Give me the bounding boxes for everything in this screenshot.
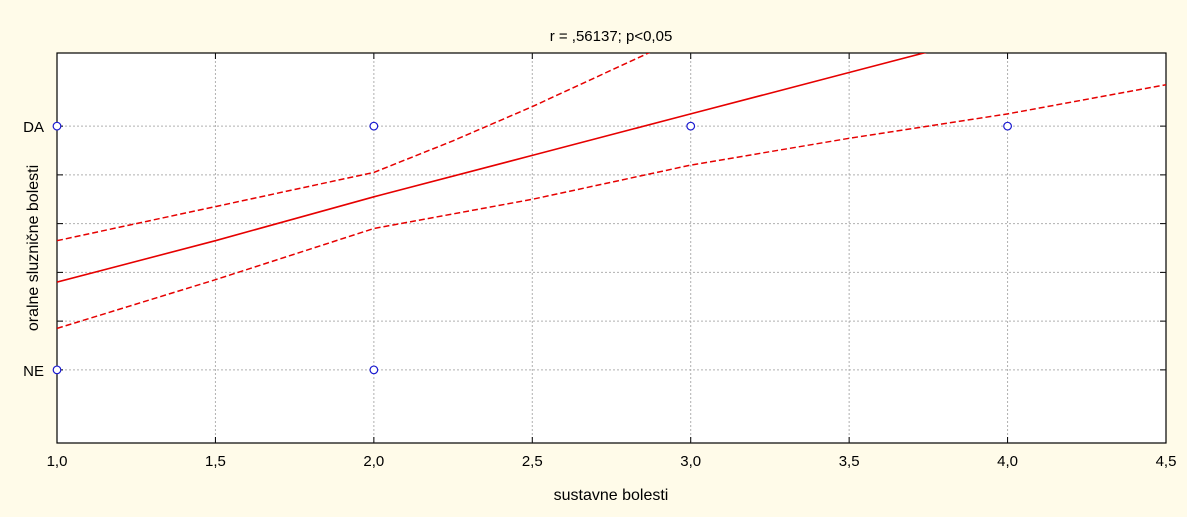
data-point [369, 365, 379, 375]
regression-line [57, 53, 927, 283]
grid-lines [57, 53, 1166, 443]
x-tick-label: 4,5 [1156, 453, 1177, 470]
data-point [52, 365, 62, 375]
chart-title: r = ,56137; p<0,05 [550, 28, 673, 45]
y-tick-label: DA [23, 119, 44, 136]
data-point [686, 121, 696, 131]
x-tick-label: 2,5 [522, 453, 543, 470]
confidence-band-lower [57, 83, 1166, 330]
x-tick-label: 1,0 [47, 453, 68, 470]
x-tick-label: 3,0 [680, 453, 701, 470]
data-point [52, 121, 62, 131]
tick-labels: 1,0 1,5 2,0 2,5 3,0 3,5 4,0 4,5 DA NE [23, 119, 1176, 470]
series-layer [57, 53, 1166, 330]
x-tick-label: 4,0 [997, 453, 1018, 470]
confidence-band-upper [57, 53, 651, 242]
y-tick-label: NE [23, 363, 44, 380]
data-point [1003, 121, 1012, 131]
y-axis-title: oralne sluznične bolesti [25, 165, 42, 331]
x-tick-label: 2,0 [363, 453, 384, 470]
data-points [52, 121, 1012, 375]
data-point [369, 121, 379, 131]
x-tick-label: 1,5 [205, 453, 226, 470]
x-axis-title: sustavne bolesti [554, 487, 669, 504]
plot-area [56, 52, 1167, 444]
x-tick-label: 3,5 [839, 453, 860, 470]
